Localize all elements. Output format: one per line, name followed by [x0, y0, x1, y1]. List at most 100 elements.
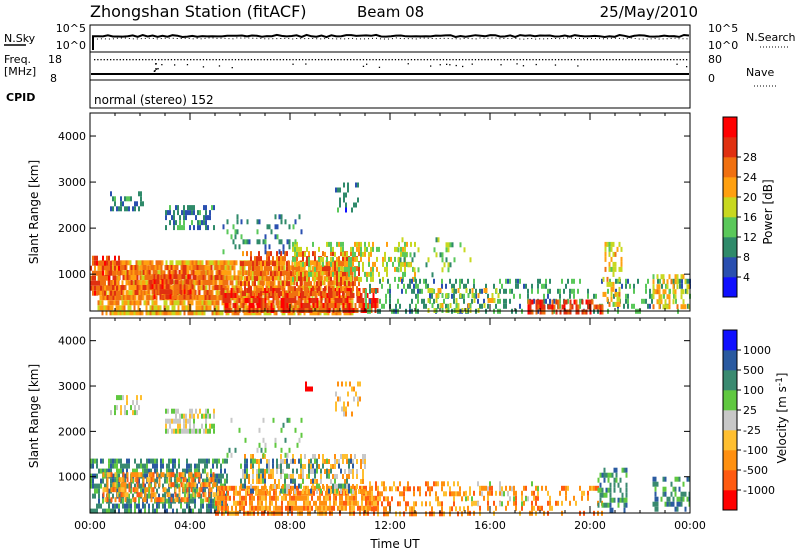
heatmap-cell: [345, 280, 348, 286]
heatmap-cell: [330, 256, 332, 262]
heatmap-cell: [168, 270, 171, 275]
heatmap-cell: [219, 505, 221, 511]
heatmap-cell: [256, 219, 259, 225]
heatmap-cell: [154, 497, 157, 503]
heatmap-cell: [333, 285, 336, 291]
heatmap-cell: [244, 474, 246, 479]
heatmap-cell: [407, 481, 409, 487]
heatmap-cell: [281, 505, 283, 511]
heatmap-cell: [174, 492, 177, 498]
heatmap-cell: [461, 293, 463, 299]
heatmap-cell: [205, 215, 207, 221]
heatmap-cell: [300, 454, 302, 459]
heatmap-cell: [237, 280, 240, 286]
heatmap-cell: [198, 270, 201, 275]
heatmap-cell: [364, 271, 366, 277]
heatmap-cell: [248, 276, 250, 282]
heatmap-cell: [301, 505, 303, 511]
heatmap-cell: [92, 260, 94, 266]
heatmap-cell: [325, 495, 327, 501]
heatmap-cell: [473, 490, 475, 496]
heatmap-cell: [676, 279, 679, 285]
heatmap-cell: [413, 501, 415, 507]
freq-dot: [494, 59, 496, 61]
heatmap-cell: [264, 244, 267, 250]
heatmap-cell: [383, 486, 385, 492]
heatmap-cell: [96, 260, 98, 266]
heatmap-cell: [258, 468, 260, 474]
heatmap-cell: [234, 293, 237, 298]
heatmap-cell: [389, 501, 391, 507]
heatmap-cell: [219, 310, 222, 316]
heatmap-cell: [433, 288, 435, 294]
heatmap-cell: [208, 280, 211, 285]
heatmap-cell: [439, 303, 442, 308]
heatmap-cell: [443, 298, 445, 304]
heatmap-cell: [231, 505, 233, 511]
heatmap-cell: [246, 463, 248, 469]
heatmap-cell: [441, 486, 443, 492]
heatmap-cell: [225, 275, 228, 281]
heatmap-cell: [409, 278, 411, 284]
freq-dot: [247, 59, 249, 61]
heatmap-cell: [171, 310, 174, 316]
heatmap-cell: [305, 500, 307, 506]
heatmap-cell: [280, 214, 283, 220]
heatmap-cell: [146, 468, 148, 474]
freq-dot-outlier: [218, 65, 221, 67]
heatmap-cell: [241, 495, 243, 501]
heatmap-cell: [212, 482, 215, 488]
heatmap-cell: [338, 281, 340, 287]
heatmap-cell: [278, 249, 281, 255]
freq-dot: [510, 59, 512, 61]
heatmap-cell: [220, 478, 222, 484]
heatmap-cell: [219, 485, 221, 491]
heatmap-cell: [124, 295, 127, 300]
heatmap-cell: [365, 293, 367, 299]
freq-dot: [273, 59, 275, 61]
heatmap-cell: [413, 491, 415, 497]
heatmap-cell: [260, 271, 262, 277]
heatmap-cell: [240, 484, 242, 489]
heatmap-cell: [138, 295, 141, 300]
heatmap-cell: [194, 275, 197, 280]
heatmap-cell: [142, 503, 144, 509]
heatmap-cell: [296, 246, 298, 252]
heatmap-cell: [459, 506, 461, 512]
heatmap-cell: [256, 239, 259, 245]
heatmap-cell: [217, 260, 220, 266]
heatmap-cell: [551, 309, 554, 315]
heatmap-cell: [157, 305, 160, 311]
heatmap-cell: [221, 310, 224, 316]
heatmap-cell: [258, 479, 260, 484]
heatmap-cell: [346, 291, 348, 297]
heatmap-cell: [214, 265, 217, 270]
heatmap-cell: [253, 495, 255, 501]
heatmap-cell: [581, 309, 584, 315]
heatmap-cell: [246, 473, 248, 479]
heatmap-cell: [130, 477, 133, 483]
heatmap-cell: [240, 303, 243, 308]
heatmap-cell: [335, 495, 337, 501]
heatmap-cell: [299, 505, 301, 511]
heatmap-cell: [292, 468, 294, 474]
heatmap-cell: [126, 196, 128, 202]
heatmap-cell: [225, 495, 227, 501]
heatmap-cell: [118, 458, 120, 464]
heatmap-cell: [120, 285, 123, 290]
heatmap-cell: [487, 490, 489, 496]
heatmap-cell: [184, 508, 186, 514]
heatmap-cell: [217, 300, 220, 306]
heatmap-cell: [199, 300, 202, 306]
heatmap-cell: [244, 478, 246, 484]
heatmap-cell: [573, 278, 575, 284]
heatmap-cell: [360, 459, 362, 464]
heatmap-cell: [92, 493, 94, 499]
heatmap-cell: [226, 293, 229, 298]
heatmap-cell: [102, 478, 104, 484]
heatmap-cell: [365, 303, 367, 309]
heatmap-cell: [332, 266, 334, 272]
heatmap-cell: [479, 505, 481, 511]
heatmap-cell: [620, 256, 623, 262]
heatmap-cell: [226, 219, 229, 225]
